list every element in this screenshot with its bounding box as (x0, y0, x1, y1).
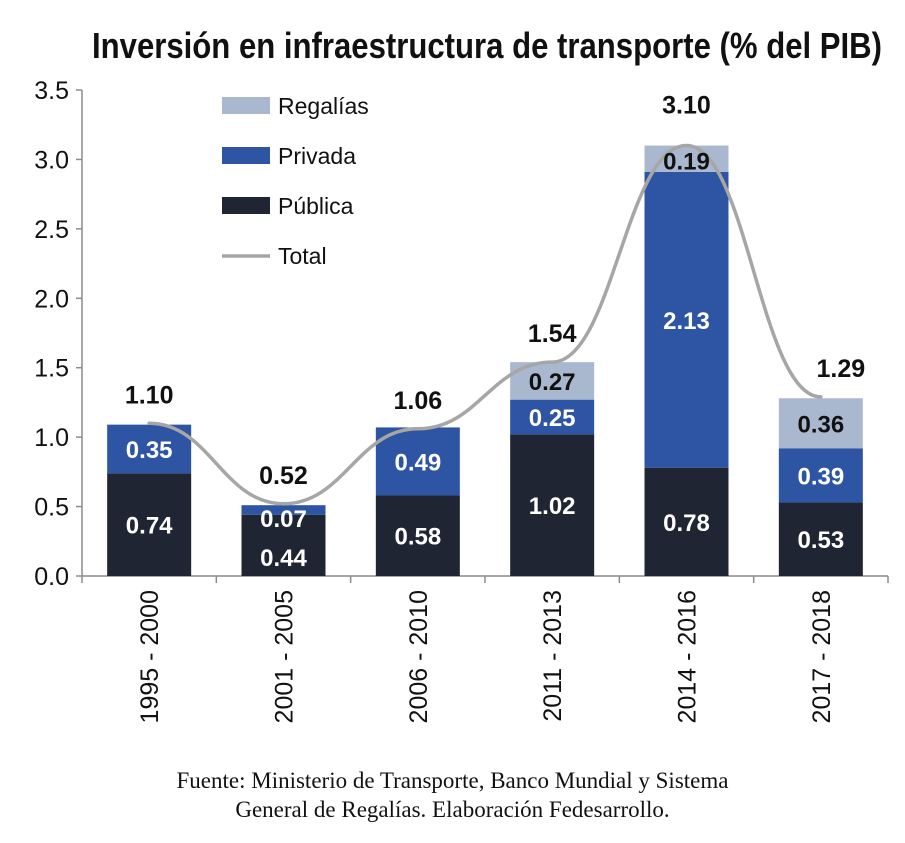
bar-segment-pblica (241, 514, 326, 576)
bar-segment-pblica (644, 467, 729, 576)
segment-label-regalas: 0.19 (663, 149, 710, 176)
x-tick-label: 2001 - 2005 (271, 590, 299, 723)
segment-label-privada: 0.39 (797, 463, 844, 490)
legend-label: Pública (278, 193, 354, 219)
bar-segment-pblica (510, 434, 595, 576)
y-axis: 0.0 0.5 1.0 1.5 2.0 2.5 3.0 3.5 (34, 77, 83, 591)
total-line (147, 143, 823, 506)
source-line-1: Fuente: Ministerio de Transporte, Banco … (176, 768, 729, 793)
segment-label-pblica: 0.44 (260, 545, 307, 572)
x-tick-label: 2006 - 2010 (405, 590, 433, 723)
total-label: 1.10 (125, 381, 174, 409)
legend-swatch-regalas (222, 97, 270, 114)
x-axis: 1995 - 2000 2001 - 2005 2006 - 2010 2011 - … (81, 575, 889, 723)
segment-label-privada: 0.25 (529, 405, 576, 432)
segment-label-pblica: 0.74 (126, 513, 173, 540)
bar-segment-pblica (778, 502, 863, 576)
segment-label-pblica: 0.53 (797, 527, 844, 554)
y-tick-label: 3.0 (34, 146, 69, 174)
bar-segment-privada (510, 399, 595, 435)
bar-segment-privada (644, 171, 729, 468)
total-label: 1.54 (528, 320, 577, 348)
y-tick-label: 0.0 (34, 563, 69, 591)
segment-label-regalas: 0.27 (529, 369, 576, 396)
segment-label-pblica: 0.58 (394, 524, 441, 551)
segment-label-privada: 0.49 (394, 449, 441, 476)
y-tick-label: 1.0 (34, 424, 69, 452)
x-tick-label: 2011 - 2013 (539, 590, 567, 722)
segment-label-pblica: 0.78 (663, 510, 710, 537)
legend: Regalías Privada Pública Total (222, 93, 369, 269)
bar-segment-regalas (778, 398, 863, 449)
bar-segment-privada (778, 448, 863, 503)
chart-title: Inversión en infraestructura de transpor… (92, 25, 882, 66)
bar-segment-pblica (107, 473, 192, 576)
legend-swatch-pblica (222, 197, 270, 214)
y-tick-label: 2.5 (34, 216, 69, 244)
total-label: 1.06 (393, 387, 442, 415)
y-tick-label: 0.5 (34, 494, 69, 522)
legend-label: Total (278, 243, 327, 269)
y-tick-label: 3.5 (34, 77, 69, 105)
legend-label: Privada (278, 143, 356, 169)
legend-swatch-privada (222, 147, 270, 164)
y-tick-label: 2.0 (34, 285, 69, 313)
legend-label: Regalías (278, 93, 369, 119)
bar-segment-privada (107, 424, 192, 474)
bars (107, 145, 863, 576)
total-line-group (147, 143, 823, 506)
data-labels: 0.74 0.35 1.10 0.44 0.07 0.52 0.58 0.49 1.06 1.02… (125, 92, 865, 572)
x-tick-label: 2017 - 2018 (808, 590, 836, 723)
total-label: 3.10 (662, 92, 711, 120)
total-label: 0.52 (259, 462, 308, 490)
bar-segment-pblica (375, 495, 460, 576)
bar-segment-privada (241, 505, 326, 515)
x-tick-label: 2014 - 2016 (674, 590, 702, 723)
source-line-2: General de Regalías. Elaboración Fedesar… (235, 797, 670, 822)
source-note: Fuente: Ministerio de Transporte, Banco … (0, 766, 905, 824)
x-tick-label: 1995 - 2000 (136, 590, 164, 723)
y-tick-label: 1.5 (34, 355, 69, 383)
segment-label-pblica: 1.02 (529, 493, 576, 520)
total-label: 1.29 (816, 355, 865, 383)
bar-segment-privada (375, 427, 460, 496)
segment-label-privada: 0.07 (260, 506, 307, 533)
segment-label-privada: 2.13 (663, 308, 710, 335)
segment-label-privada: 0.35 (126, 437, 173, 464)
segment-label-regalas: 0.36 (797, 411, 844, 438)
